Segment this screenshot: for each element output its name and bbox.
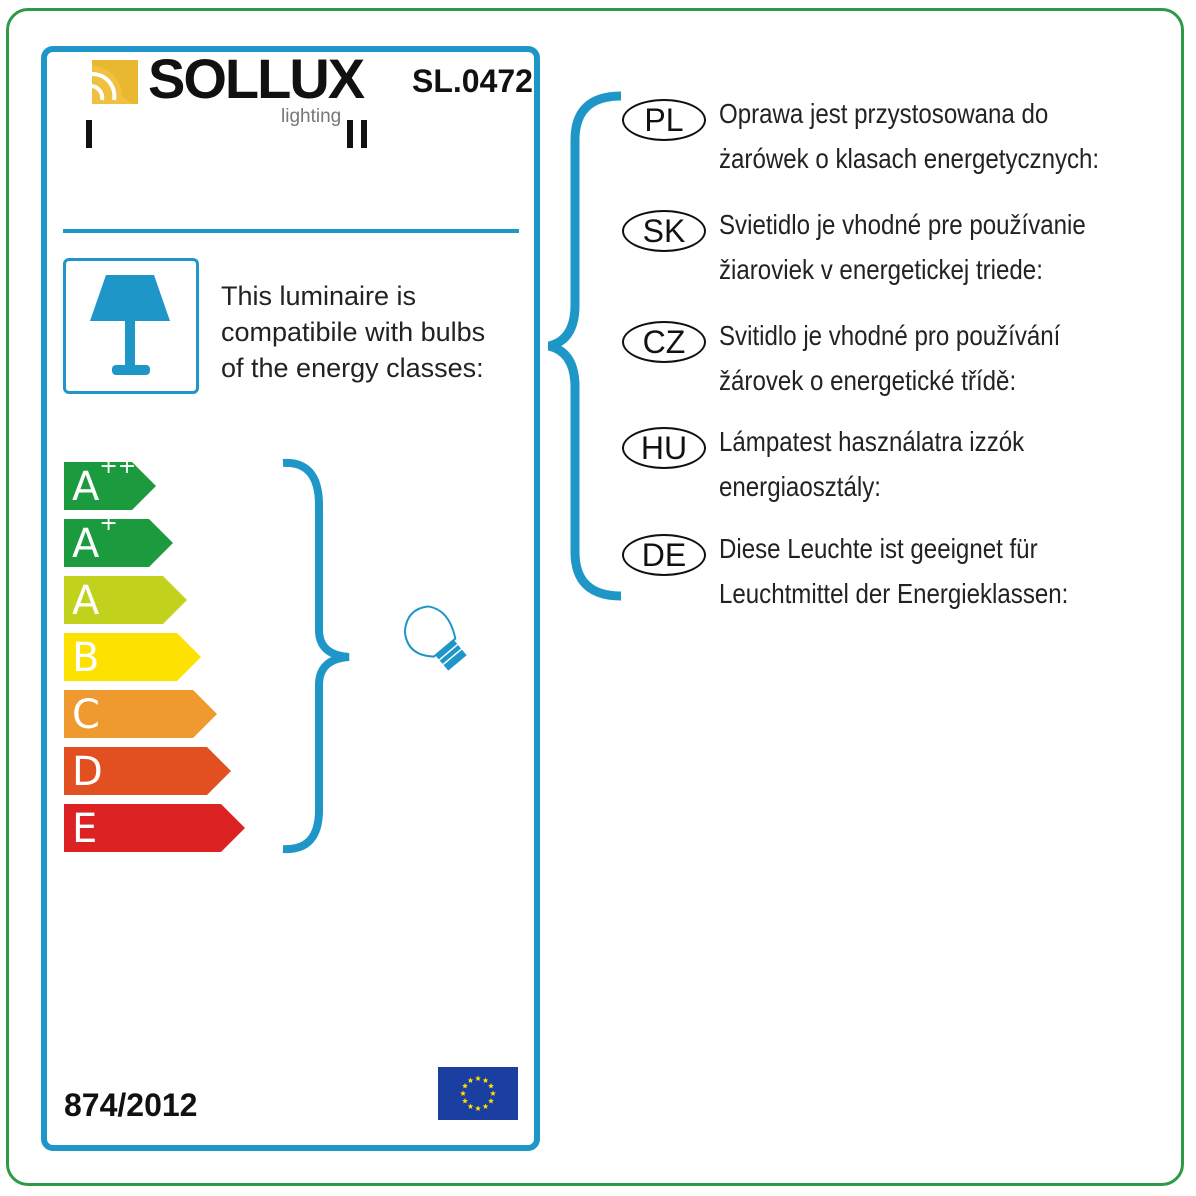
light-bulb-icon <box>403 605 467 671</box>
language-text-hu: Lámpatest használatra izzók energiaosztál… <box>719 426 1025 502</box>
language-text-pl: Oprawa jest przystosowana do żarówek o kl… <box>719 98 1100 174</box>
energy-class-bar: B <box>64 633 201 681</box>
language-code-hu: HU <box>622 427 706 469</box>
language-code-pl: PL <box>622 99 706 141</box>
eu-star-icon <box>488 1098 494 1104</box>
energy-class-bar: C <box>64 690 217 738</box>
table-lamp-icon <box>90 275 170 375</box>
energy-class-label: C <box>72 692 100 738</box>
energy-class-label: A++ <box>72 454 137 510</box>
divider <box>63 229 519 233</box>
energy-class-bar: D <box>64 747 231 795</box>
language-code-de: DE <box>622 534 706 576</box>
energy-label-panel <box>41 46 540 1151</box>
eu-star-icon <box>467 1077 474 1083</box>
language-code-sk: SK <box>622 210 706 252</box>
energy-class-label: A+ <box>72 511 118 567</box>
language-text-cz: Svitidlo je vhodné pro používání žárovek … <box>719 320 1061 396</box>
energy-class-bar: A+ <box>64 519 173 567</box>
eu-star-icon <box>475 1105 481 1111</box>
brand-name: SOLLUX <box>148 47 365 110</box>
compat-line: of the energy classes: <box>221 353 484 383</box>
language-code-cz: CZ <box>622 321 706 363</box>
language-bracket-icon <box>547 91 622 601</box>
sollux-logo-icon <box>92 60 138 104</box>
brand-subtitle: lighting <box>281 106 342 127</box>
energy-class-label: E <box>72 806 98 852</box>
language-text-sk: Svietidlo je vhodné pre používanie žiarov… <box>719 209 1086 285</box>
eu-star-icon <box>462 1083 468 1089</box>
eu-star-icon <box>482 1103 489 1109</box>
mark-ii-2 <box>361 120 367 148</box>
eu-star-icon <box>490 1090 496 1096</box>
energy-class-label: B <box>72 635 100 681</box>
mark-i <box>86 120 92 148</box>
model-number: SL.0472 <box>412 63 533 99</box>
compatibility-text: This luminaire is compatibile with bulbs… <box>221 278 485 386</box>
energy-class-label: A <box>72 578 100 624</box>
energy-class-bar: A <box>64 576 187 624</box>
eu-star-icon <box>462 1098 468 1104</box>
eu-star-icon <box>467 1103 474 1109</box>
compat-line: compatibile with bulbs <box>221 317 486 347</box>
mark-ii-1 <box>347 120 353 148</box>
energy-class-bar: E <box>64 804 245 852</box>
energy-class-label: D <box>72 749 103 795</box>
lamp-icon-box <box>63 258 199 394</box>
eu-star-icon <box>475 1075 481 1081</box>
eu-star-icon <box>482 1077 489 1083</box>
eu-star-icon <box>460 1090 466 1096</box>
regulation-number: 874/2012 <box>64 1087 198 1123</box>
eu-star-icon <box>488 1083 494 1089</box>
bracket-icon <box>282 458 350 854</box>
language-text-de: Diese Leuchte ist geeignet für Leuchtmitt… <box>719 533 1069 609</box>
eu-flag-icon <box>438 1067 518 1120</box>
label-frame <box>6 8 1184 1186</box>
compat-line: This luminaire is <box>221 281 417 311</box>
